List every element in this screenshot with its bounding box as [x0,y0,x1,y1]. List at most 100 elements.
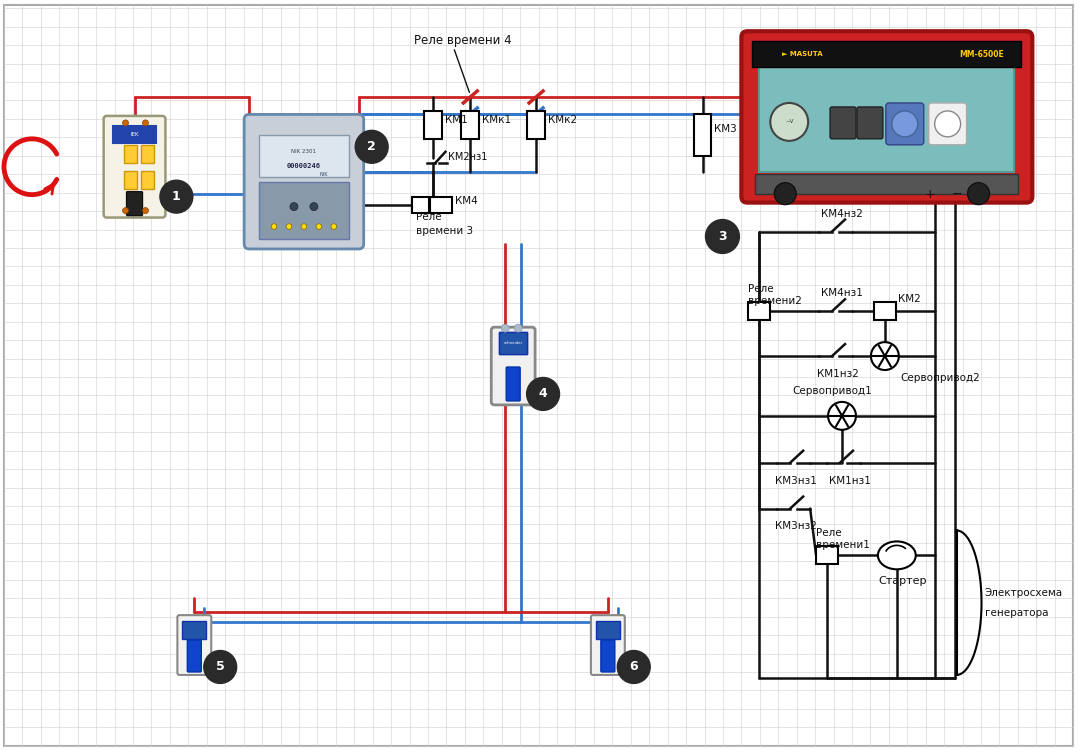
FancyBboxPatch shape [142,145,155,163]
Circle shape [316,224,322,229]
FancyBboxPatch shape [857,107,883,139]
Text: КМ4: КМ4 [455,195,478,206]
FancyBboxPatch shape [126,192,143,216]
FancyBboxPatch shape [112,126,157,143]
FancyBboxPatch shape [183,621,206,639]
FancyBboxPatch shape [742,32,1032,203]
Text: NIK: NIK [320,172,329,177]
Text: Стартер: Стартер [878,576,926,587]
Text: КМк1: КМк1 [482,115,511,125]
Circle shape [204,650,237,683]
FancyBboxPatch shape [929,103,966,145]
FancyBboxPatch shape [499,332,528,354]
Text: КМ4нз1: КМ4нз1 [822,288,863,298]
FancyBboxPatch shape [694,114,711,155]
Circle shape [310,203,318,210]
Text: IEK: IEK [131,132,138,137]
Text: Сервопривод2: Сервопривод2 [900,373,980,383]
Circle shape [967,182,989,204]
Text: −: − [951,189,962,201]
Circle shape [302,224,307,229]
Circle shape [771,103,809,141]
FancyBboxPatch shape [244,114,363,249]
Circle shape [122,120,129,126]
FancyBboxPatch shape [425,111,442,139]
FancyBboxPatch shape [873,302,896,320]
FancyBboxPatch shape [506,367,520,401]
Text: времени1: времени1 [816,541,870,550]
Circle shape [706,219,739,253]
FancyBboxPatch shape [104,116,165,218]
Text: КМ1нз1: КМ1нз1 [829,475,871,486]
Text: ~V: ~V [785,119,793,125]
Text: КМ3нз2: КМ3нз2 [775,521,817,532]
Circle shape [286,224,292,229]
Text: 1: 1 [172,190,181,203]
Text: +: + [924,189,935,201]
Circle shape [828,402,856,430]
Text: генератора: генератора [985,608,1047,617]
FancyBboxPatch shape [499,332,528,354]
Text: КМ2нз1: КМ2нз1 [449,152,488,161]
Text: Сервопривод1: Сервопривод1 [792,386,872,396]
FancyBboxPatch shape [756,173,1018,194]
FancyBboxPatch shape [830,107,856,139]
Text: 6: 6 [629,660,638,674]
Circle shape [617,650,650,683]
Text: Реле времени 4: Реле времени 4 [414,34,511,47]
Text: 5: 5 [216,660,225,674]
Text: КМк2: КМк2 [548,115,577,125]
Circle shape [143,207,148,213]
Text: КМ4нз2: КМ4нз2 [822,209,863,219]
Ellipse shape [878,541,916,569]
FancyBboxPatch shape [601,640,615,672]
Circle shape [871,342,898,370]
Circle shape [502,324,509,332]
Text: КМ3нз1: КМ3нз1 [775,475,817,486]
Text: Электросхема: Электросхема [985,588,1063,598]
Text: MM-6500E: MM-6500E [959,50,1004,59]
FancyBboxPatch shape [591,615,625,675]
FancyBboxPatch shape [259,135,349,176]
Text: NIK 2301: NIK 2301 [292,149,317,154]
Text: 00000246: 00000246 [286,163,321,169]
FancyBboxPatch shape [430,197,453,213]
Circle shape [935,111,961,137]
Circle shape [526,378,560,410]
FancyBboxPatch shape [528,111,545,139]
Text: времени 3: времени 3 [415,225,472,236]
FancyBboxPatch shape [816,547,838,564]
Circle shape [892,111,918,137]
FancyBboxPatch shape [759,64,1014,172]
FancyBboxPatch shape [4,5,1073,746]
Text: 2: 2 [368,140,376,153]
FancyBboxPatch shape [462,111,479,139]
Text: Реле: Реле [415,212,441,222]
Circle shape [290,203,298,210]
Circle shape [122,207,129,213]
FancyBboxPatch shape [123,145,136,163]
FancyBboxPatch shape [412,197,429,213]
Text: КМ3: КМ3 [715,124,737,134]
FancyBboxPatch shape [177,615,211,675]
Text: Реле: Реле [748,285,774,294]
Text: ► MASUTA: ► MASUTA [783,51,823,57]
FancyBboxPatch shape [123,170,136,189]
Circle shape [160,180,192,213]
FancyBboxPatch shape [885,103,924,145]
FancyBboxPatch shape [752,41,1022,67]
FancyBboxPatch shape [491,327,535,405]
FancyBboxPatch shape [187,640,201,672]
Circle shape [356,131,388,163]
Text: schneider: schneider [504,341,523,345]
FancyBboxPatch shape [596,621,619,639]
Text: КМ2: КМ2 [898,294,921,304]
Circle shape [774,182,797,204]
Circle shape [143,120,148,126]
Text: 3: 3 [718,230,726,243]
Circle shape [331,224,336,229]
FancyBboxPatch shape [748,302,771,320]
FancyBboxPatch shape [259,182,349,240]
Text: 4: 4 [538,388,547,400]
Text: КМ1: КМ1 [445,115,468,125]
